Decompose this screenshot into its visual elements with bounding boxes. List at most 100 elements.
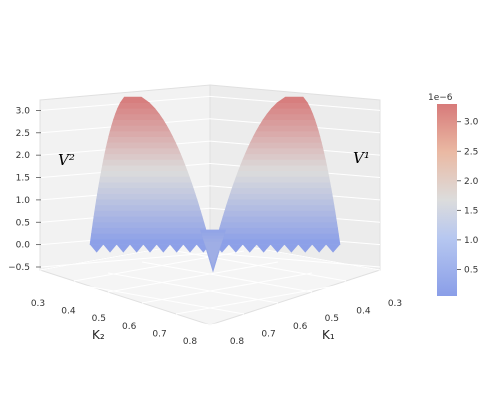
y-tick-label: 0.5 — [92, 314, 106, 324]
y-axis-label: K₂ — [92, 328, 105, 342]
surface-edge-tooth — [103, 244, 117, 253]
y-gridline — [141, 272, 313, 304]
surface-band — [111, 119, 168, 126]
x-gridline — [141, 261, 313, 293]
surface-band — [94, 204, 201, 211]
surface-band — [117, 102, 156, 109]
surface-edge-tooth — [183, 244, 197, 253]
colorbar: 1e−6 0.5 1.0 1.5 2.0 2.5 3.0 — [428, 93, 479, 296]
surface-edge-tooth — [312, 244, 327, 253]
surface-band — [90, 232, 209, 240]
surface-band — [98, 181, 194, 189]
surface-band — [96, 193, 198, 200]
colorbar-tick-label: 2.5 — [464, 147, 478, 157]
colorbar-tick-label: 1.0 — [464, 236, 479, 246]
surface-band — [250, 136, 322, 143]
y-gridline — [175, 283, 347, 315]
colorbar-tick-label: 1.5 — [464, 206, 478, 216]
surface-v1 — [214, 96, 341, 253]
surface-band — [255, 125, 319, 132]
surface-band — [231, 181, 332, 189]
surface-edge-tooth — [228, 244, 243, 253]
surface-band — [100, 170, 190, 177]
surface-band — [219, 221, 338, 228]
surface-band — [108, 130, 174, 138]
surface-band — [92, 215, 205, 223]
surface-label-v1: V¹ — [353, 149, 370, 167]
z-axis-ticks: −0.5 0.0 0.5 1.0 1.5 2.0 2.5 3.0 — [8, 106, 41, 273]
surface-band — [217, 227, 339, 234]
surface-band — [93, 210, 203, 217]
x-tick-label: 0.4 — [356, 307, 371, 317]
surface-band — [238, 164, 329, 172]
y-gridline — [209, 294, 381, 326]
surface-edge-tooth — [270, 244, 285, 253]
surface-band — [244, 147, 325, 155]
colorbar-tick-label: 2.0 — [464, 177, 479, 187]
surface-edge-tooth — [242, 244, 257, 253]
x-axis-label: K₁ — [322, 328, 335, 342]
surface-band — [262, 113, 316, 121]
y-gridline — [107, 261, 279, 293]
surface-band — [242, 153, 326, 160]
surface-edge-tooth — [284, 244, 299, 253]
surface-edge-tooth — [326, 244, 340, 253]
surface-band — [95, 198, 200, 206]
surface-edge-tooth — [256, 244, 271, 253]
surface-band — [228, 193, 334, 200]
surface-band — [105, 142, 179, 149]
surface-band — [104, 147, 181, 155]
surface-band — [222, 210, 337, 217]
surface-band — [102, 159, 186, 166]
surface-band — [270, 102, 311, 109]
surface-band — [247, 142, 324, 149]
z-tick-label: 0.0 — [16, 241, 31, 251]
y-tick-label: 0.6 — [122, 322, 137, 332]
colorbar-tick-label: 3.0 — [464, 118, 479, 128]
surface-edge-tooth — [298, 244, 313, 253]
surface-band — [204, 241, 222, 265]
surface-band — [266, 108, 314, 115]
surface-band — [119, 96, 151, 103]
surface-band — [216, 232, 340, 240]
colorbar-ticks: 0.5 1.0 1.5 2.0 2.5 3.0 — [457, 118, 479, 275]
x-tick-label: 0.5 — [325, 314, 339, 324]
z-tick-label: 1.5 — [16, 174, 30, 184]
x-gridline — [39, 294, 211, 326]
x-gridline — [175, 250, 347, 282]
surface-edge-tooth — [130, 244, 144, 253]
x-tick-label: 0.6 — [293, 322, 308, 332]
surface-band — [89, 238, 211, 245]
colorbar-offset-label: 1e−6 — [428, 93, 453, 103]
surface-band — [214, 238, 341, 245]
surface-band — [91, 227, 208, 234]
z-tick-label: 2.0 — [16, 151, 31, 161]
surface-band — [99, 176, 192, 183]
surface-edge-tooth — [156, 244, 170, 253]
z-tick-label: 0.5 — [16, 218, 30, 228]
surface-band — [235, 170, 330, 177]
x-tick-label: 0.8 — [230, 337, 245, 347]
surface-band — [101, 164, 188, 172]
x-gridline — [73, 283, 245, 315]
surface-band — [240, 159, 327, 166]
surface-band — [221, 215, 337, 223]
surface-band — [106, 136, 176, 143]
z-tick-label: 1.0 — [16, 196, 31, 206]
surface-band — [276, 96, 308, 103]
colorbar-tick-label: 0.5 — [464, 265, 478, 275]
surfaces — [89, 96, 341, 273]
surface-edge-tooth — [116, 244, 130, 253]
y-axis-ticks: 0.3 0.4 0.5 0.6 0.7 0.8 — [31, 299, 198, 347]
surface-band — [97, 187, 196, 194]
surface-band — [252, 130, 321, 138]
surface-edge-tooth — [170, 244, 184, 253]
surface-band — [259, 119, 318, 126]
z-tick-label: −0.5 — [8, 263, 30, 273]
surface-band — [233, 176, 331, 183]
colorbar-gradient — [437, 104, 457, 296]
surface-edge-tooth — [90, 244, 104, 253]
x-axis-ticks: 0.3 0.4 0.5 0.6 0.7 0.8 — [230, 299, 402, 347]
surface-band — [229, 187, 333, 194]
